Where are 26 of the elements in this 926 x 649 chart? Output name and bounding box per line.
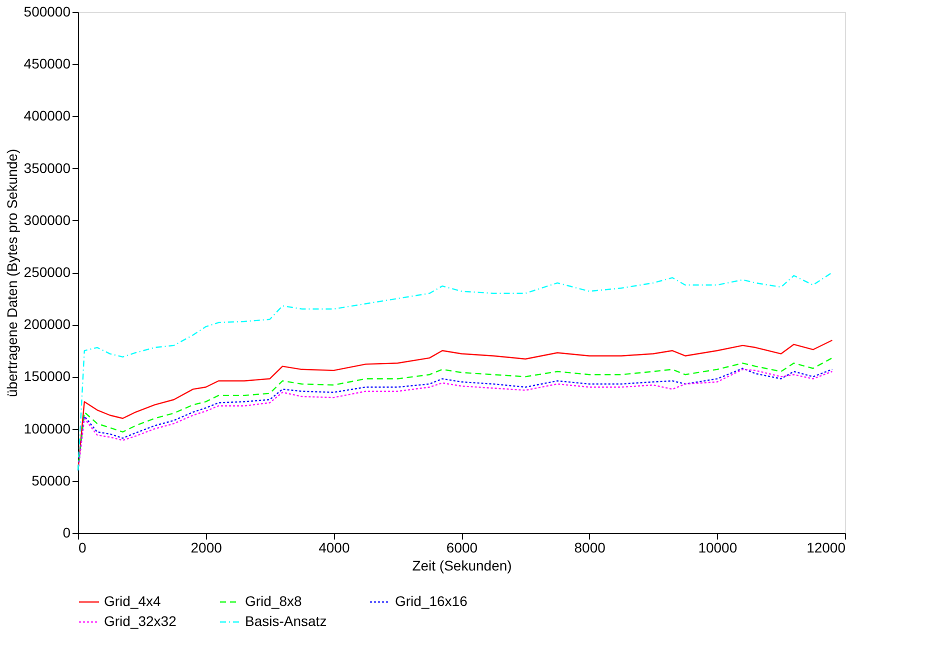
line-series: [77, 272, 833, 472]
x-tick-label: 8000: [574, 540, 606, 556]
y-tick-label: 0: [62, 524, 71, 540]
y-tick-label: 350000: [24, 160, 71, 176]
x-tick-label: 10000: [698, 540, 738, 556]
y-tick-label: 250000: [24, 264, 71, 280]
y-tick-label: 100000: [24, 420, 71, 436]
legend-label: Grid_4x4: [104, 593, 162, 609]
y-tick-label: 450000: [24, 56, 71, 72]
x-tick-label: 0: [78, 540, 86, 556]
x-tick-label: 12000: [806, 540, 846, 556]
y-tick-label: 200000: [24, 316, 71, 332]
legend-label: Grid_16x16: [395, 593, 468, 609]
x-tick-label: 2000: [190, 540, 222, 556]
y-tick-label: 300000: [24, 212, 71, 228]
legend-label: Grid_8x8: [245, 593, 302, 609]
y-tick-label: 500000: [24, 4, 71, 20]
y-tick-label: 50000: [32, 472, 71, 488]
x-axis-title: Zeit (Sekunden): [412, 558, 512, 574]
x-tick-label: 6000: [446, 540, 478, 556]
legend-label: Grid_32x32: [104, 613, 177, 629]
y-tick-label: 400000: [24, 108, 71, 124]
legend-label: Basis-Ansatz: [245, 613, 327, 629]
y-tick-label: 150000: [24, 368, 71, 384]
x-tick-label: 4000: [318, 540, 350, 556]
y-axis-title: übertragene Daten (Bytes pro Sekunde): [4, 148, 20, 398]
